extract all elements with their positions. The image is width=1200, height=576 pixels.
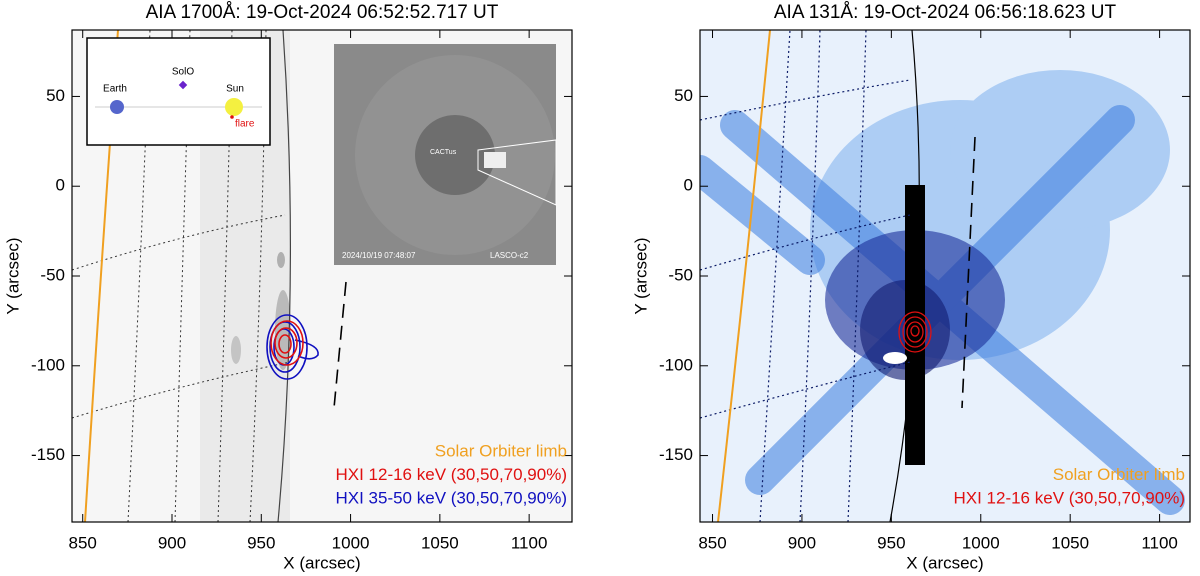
y-tick-label: 0 — [56, 176, 65, 195]
axes: 850 900 950 1000 1050 1100 -150 -100 -50 0 50 AIA 1… — [3, 2, 1191, 572]
x-axis-label: X (arcsec) — [906, 553, 983, 572]
y-tick-label: -100 — [659, 355, 693, 374]
y-tick-label: -100 — [31, 355, 65, 374]
y-tick-label: -50 — [40, 265, 65, 284]
legend-entry: HXI 35-50 keV (30,50,70,90%) — [335, 488, 567, 507]
chart-title: AIA 131Å: 19-Oct-2024 06:56:18.623 UT — [774, 2, 1117, 23]
solo-label: SolO — [172, 67, 194, 78]
x-tick-label: 1100 — [1141, 533, 1178, 552]
legend-entry: HXI 12-16 keV (30,50,70,90%) — [953, 488, 1185, 507]
legend-entry: Solar Orbiter limb — [1053, 465, 1185, 484]
x-tick-label: 950 — [247, 533, 275, 552]
x-tick-label: 1000 — [332, 533, 370, 552]
earth-label: Earth — [103, 84, 127, 95]
aia-131-image — [700, 30, 1190, 522]
lasco-label: LASCO-c2 — [490, 251, 529, 260]
flare-label: flare — [235, 119, 255, 130]
y-tick-label: -50 — [668, 265, 693, 284]
y-tick-label: 0 — [684, 176, 693, 195]
x-tick-label: 950 — [877, 533, 905, 552]
x-tick-label: 1100 — [511, 533, 548, 552]
x-tick-label: 900 — [788, 533, 816, 552]
sun-label: Sun — [226, 84, 244, 95]
x-tick-label: 900 — [158, 533, 186, 552]
y-tick-label: -150 — [31, 445, 65, 464]
legend-entry: HXI 12-16 keV (30,50,70,90%) — [335, 465, 567, 484]
x-tick-label: 850 — [698, 533, 726, 552]
chart-title: AIA 1700Å: 19-Oct-2024 06:52:52.717 UT — [146, 2, 499, 23]
lasco-time: 2024/10/19 07:48:07 — [342, 251, 416, 260]
aia-1700-image: Earth SolO Sun flare CACTus 2024/10/19 0… — [72, 30, 572, 522]
y-axis-label: Y (arcsec) — [3, 237, 22, 314]
y-axis-label: Y (arcsec) — [631, 237, 650, 314]
x-tick-label: 1050 — [1051, 533, 1089, 552]
y-tick-label: 50 — [46, 86, 65, 105]
y-tick-label: -150 — [659, 445, 693, 464]
cactus-label: CACTus — [430, 149, 457, 156]
x-tick-label: 1000 — [962, 533, 1000, 552]
x-tick-label: 850 — [69, 533, 97, 552]
y-tick-label: 50 — [674, 86, 693, 105]
legend-entry: Solar Orbiter limb — [435, 441, 567, 460]
x-tick-label: 1050 — [421, 533, 459, 552]
x-axis-label: X (arcsec) — [283, 553, 360, 572]
